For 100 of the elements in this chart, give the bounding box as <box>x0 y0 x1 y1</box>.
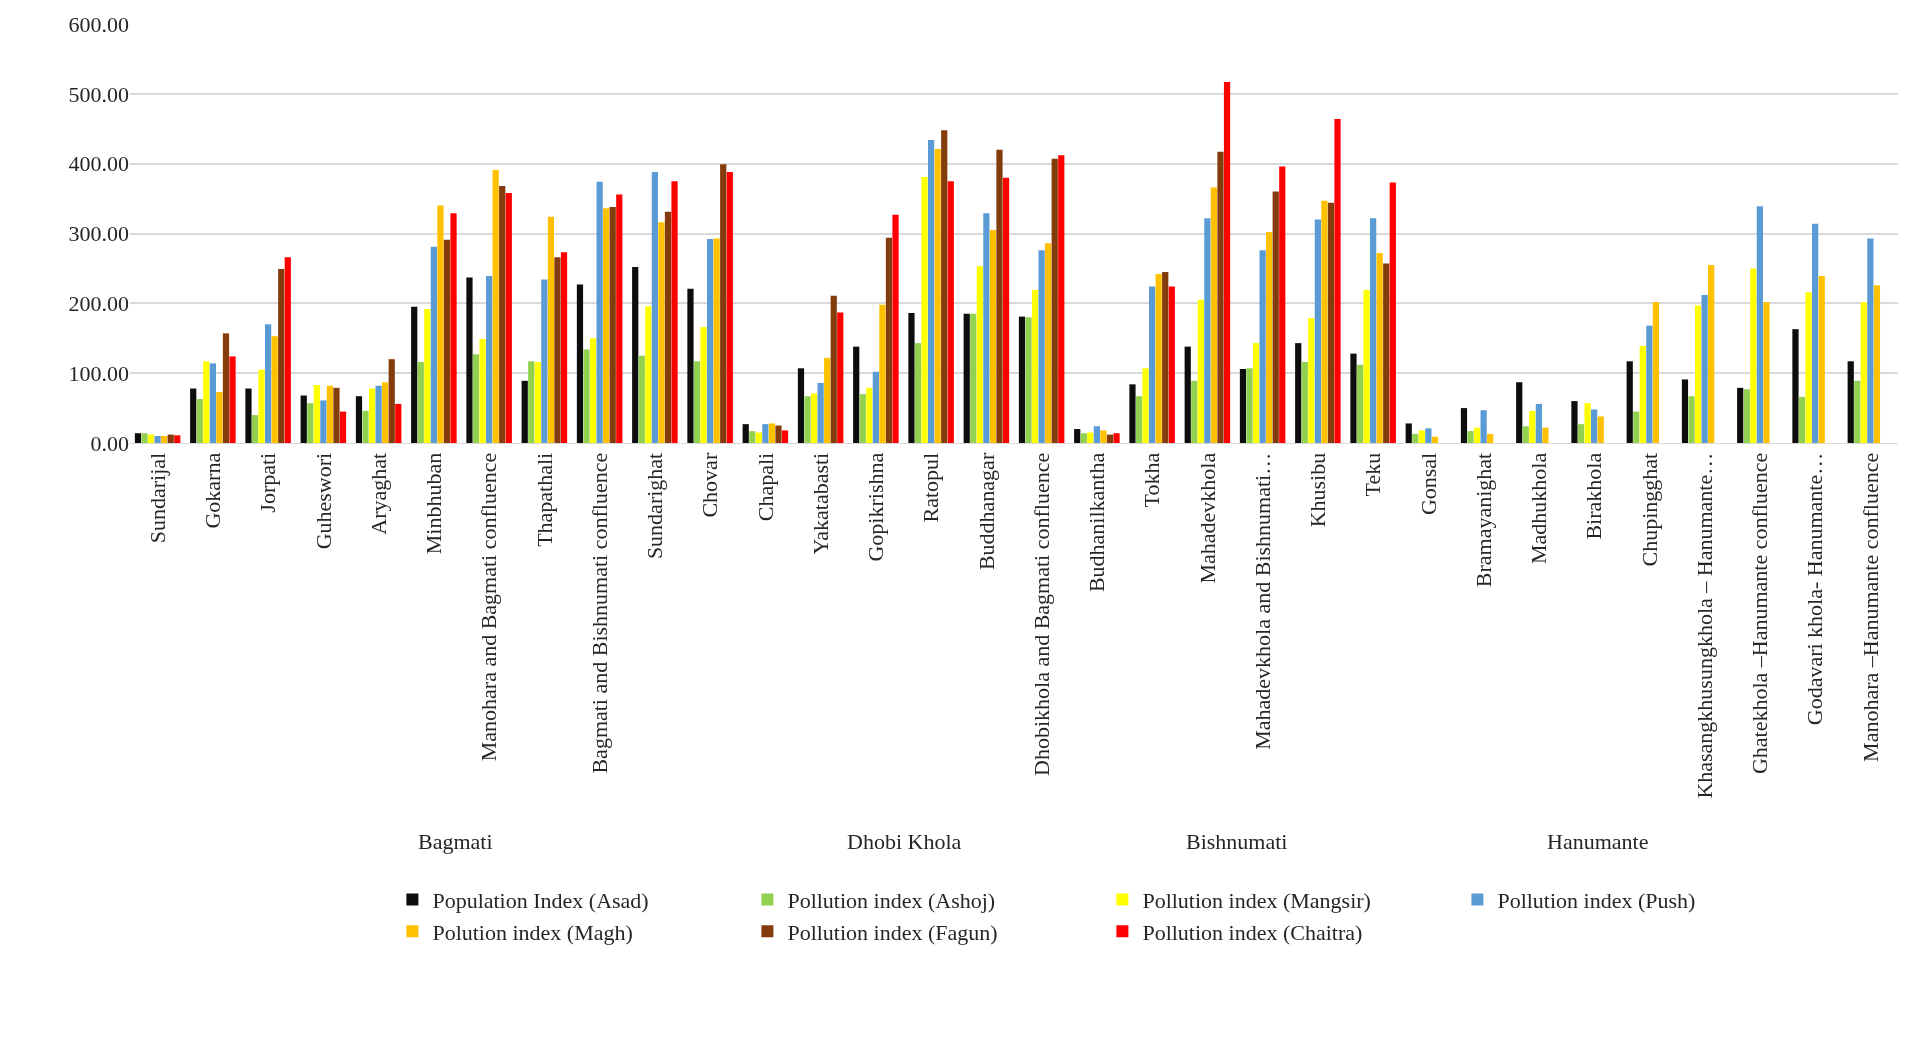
bar <box>1031 290 1039 443</box>
x-tick-label: Gonsal <box>1415 452 1441 516</box>
bar <box>368 388 376 443</box>
bar <box>1113 433 1120 443</box>
bar <box>1763 301 1770 443</box>
bar <box>609 206 616 443</box>
bar <box>1591 409 1598 443</box>
x-tick-label: Bramayanighat <box>1470 452 1496 588</box>
bar <box>1197 299 1204 443</box>
bar <box>375 385 382 443</box>
x-tick-label: Chovar <box>697 452 723 518</box>
bar <box>554 257 561 443</box>
bar <box>1639 345 1646 443</box>
bar <box>541 279 548 443</box>
bar <box>1356 364 1364 443</box>
bar <box>167 434 174 443</box>
bar <box>1080 433 1087 443</box>
bar <box>1100 430 1107 443</box>
bar <box>395 403 402 443</box>
bar <box>339 411 347 443</box>
bar <box>1321 200 1328 443</box>
x-tick-label: Gopikrishna <box>863 452 889 562</box>
bar <box>1002 177 1010 443</box>
bar <box>1370 218 1377 443</box>
bar <box>1350 353 1357 443</box>
legend-label: Pollution index (Chaitra) <box>1142 919 1363 945</box>
bar <box>1093 426 1100 443</box>
bar <box>1155 274 1162 443</box>
y-tick-label: 300.00 <box>68 221 129 247</box>
bar <box>1516 382 1523 443</box>
text: Dhobi Khola <box>847 829 962 854</box>
bar <box>885 237 893 443</box>
bar <box>1737 387 1744 443</box>
bar <box>707 239 714 443</box>
x-tick-label: Ratopul <box>918 452 944 523</box>
bar <box>284 257 291 443</box>
y-tick-label: 0.00 <box>90 430 129 456</box>
y-tick-label: 600.00 <box>68 11 129 37</box>
bar <box>229 356 236 443</box>
bar <box>466 277 473 443</box>
bar <box>209 363 216 443</box>
bar <box>589 338 597 443</box>
bar <box>817 382 824 443</box>
bar <box>300 395 307 443</box>
bar <box>222 333 230 443</box>
legend-label: Pollution index (Mangsir) <box>1142 888 1371 914</box>
bar <box>1087 432 1094 443</box>
bar <box>1535 403 1542 443</box>
bar <box>914 343 922 443</box>
bar <box>1142 368 1149 443</box>
bar <box>521 380 528 443</box>
bar <box>203 361 210 443</box>
bar <box>1633 411 1640 443</box>
bar <box>1867 238 1874 443</box>
bar <box>1239 368 1247 443</box>
bar <box>251 415 259 443</box>
bar <box>970 313 977 443</box>
bar <box>472 354 480 443</box>
bar <box>1204 218 1211 443</box>
bar <box>245 388 252 443</box>
bar <box>1106 434 1114 443</box>
bar <box>687 288 694 443</box>
x-tick-label: Minbhuban <box>421 452 447 555</box>
bar <box>505 193 512 443</box>
text: Bishnumati <box>1186 829 1288 854</box>
bar <box>742 424 749 443</box>
bar <box>1694 305 1702 443</box>
bar <box>638 355 645 443</box>
bar <box>762 424 769 443</box>
bar <box>1314 219 1321 443</box>
bar <box>479 338 486 443</box>
bar <box>1058 155 1065 443</box>
bar <box>1327 202 1335 443</box>
bar <box>1577 424 1585 443</box>
bar <box>1223 81 1231 443</box>
bar <box>1389 182 1396 443</box>
x-tick-label: Mahadevkhola <box>1194 452 1220 584</box>
x-tick-label: Godavari khola- Hanumante… <box>1802 452 1828 726</box>
bar <box>1135 396 1143 443</box>
bar <box>278 269 285 443</box>
bar <box>810 393 818 443</box>
x-tick-label: Jorpati <box>255 452 281 513</box>
bar <box>1252 343 1260 443</box>
bar <box>320 400 327 443</box>
bar <box>1597 416 1604 443</box>
x-tick-label: Chupingghat <box>1636 452 1662 567</box>
bar <box>941 130 948 443</box>
bar <box>1272 191 1279 443</box>
x-tick-label: Aryaghat <box>365 452 391 535</box>
bar <box>1681 379 1689 443</box>
bar <box>1376 253 1383 443</box>
bar <box>947 181 954 443</box>
bar <box>671 181 678 443</box>
bar <box>1792 329 1799 443</box>
bar <box>1873 285 1881 443</box>
bar <box>1750 268 1757 443</box>
x-tick-label: Buddhanagar <box>973 452 999 571</box>
bar <box>1529 410 1536 443</box>
bar <box>1295 343 1302 443</box>
bar <box>713 238 720 443</box>
